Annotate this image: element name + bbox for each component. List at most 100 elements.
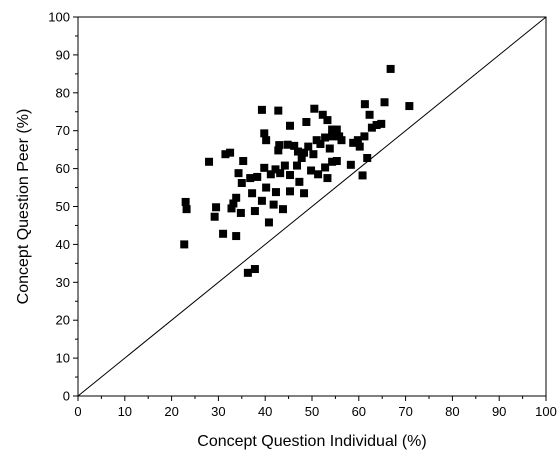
data-point <box>318 110 327 119</box>
data-point <box>232 193 241 202</box>
data-point <box>321 163 330 172</box>
data-point <box>181 197 190 206</box>
data-point <box>386 64 395 73</box>
data-point <box>253 172 262 181</box>
x-axis-title: Concept Question Individual (%) <box>197 433 426 450</box>
data-point <box>286 187 295 196</box>
x-axis-ticks: 0 10 20 30 40 50 60 70 80 90 100 <box>74 396 557 419</box>
reference-line <box>77 16 547 397</box>
data-point <box>237 179 246 188</box>
data-point <box>323 174 332 183</box>
data-point <box>212 203 221 212</box>
y-tick-label: 90 <box>56 47 70 62</box>
data-point <box>274 146 283 155</box>
data-point <box>262 136 271 145</box>
data-point <box>304 142 313 151</box>
data-point <box>257 196 266 205</box>
data-point <box>276 169 285 178</box>
data-point <box>250 265 259 274</box>
data-point <box>232 232 241 241</box>
data-point <box>300 148 309 157</box>
data-point <box>337 136 346 145</box>
data-point <box>180 240 189 249</box>
data-point <box>248 189 257 198</box>
x-tick-label: 30 <box>211 404 225 419</box>
y-tick-label: 60 <box>56 161 70 176</box>
x-tick-label: 70 <box>398 404 412 419</box>
data-point <box>221 150 230 159</box>
y-axis-ticks: 0 10 20 30 40 50 60 70 80 90 100 <box>48 10 78 404</box>
data-point <box>360 100 369 109</box>
data-point <box>271 165 280 174</box>
y-tick-label: 100 <box>48 10 70 25</box>
data-point <box>210 212 219 221</box>
data-point <box>293 147 302 156</box>
data-point <box>380 98 389 107</box>
data-point <box>257 105 266 114</box>
data-point <box>236 208 245 217</box>
data-point <box>280 161 289 170</box>
data-point <box>290 141 299 150</box>
x-tick-label: 50 <box>305 404 319 419</box>
y-tick-label: 80 <box>56 85 70 100</box>
data-point <box>358 171 367 180</box>
data-point <box>323 116 332 125</box>
y-axis-title: Concept Question Peer (%) <box>15 109 32 305</box>
y-tick-label: 10 <box>56 351 70 366</box>
data-point <box>293 161 302 170</box>
data-point <box>182 205 191 214</box>
data-point <box>309 150 318 159</box>
data-point <box>286 171 295 180</box>
data-point <box>269 200 278 209</box>
data-point <box>266 170 275 179</box>
data-point <box>243 268 252 277</box>
data-point <box>328 132 337 141</box>
data-point <box>328 125 337 134</box>
x-tick-label: 40 <box>258 404 272 419</box>
data-point <box>332 157 341 166</box>
data-point <box>302 117 311 126</box>
x-tick-label: 90 <box>492 404 506 419</box>
x-tick-label: 0 <box>74 404 81 419</box>
data-point <box>346 160 355 169</box>
data-point <box>372 121 381 130</box>
data-point <box>234 169 243 178</box>
data-point <box>328 157 337 166</box>
data-point <box>367 123 376 132</box>
x-tick-label: 20 <box>164 404 178 419</box>
data-points <box>180 64 414 277</box>
data-point <box>283 140 292 149</box>
data-point <box>295 177 304 186</box>
data-point <box>239 157 248 166</box>
data-point <box>262 183 271 192</box>
data-point <box>227 204 236 213</box>
data-point <box>229 199 238 208</box>
data-point <box>363 153 372 162</box>
data-point <box>360 132 369 141</box>
y-tick-label: 0 <box>63 389 70 404</box>
y-tick-label: 30 <box>56 275 70 290</box>
data-point <box>377 119 386 128</box>
y-tick-label: 70 <box>56 123 70 138</box>
x-tick-label: 80 <box>445 404 459 419</box>
data-point <box>297 153 306 162</box>
data-point <box>271 188 280 197</box>
data-point <box>314 170 323 179</box>
data-point <box>310 104 319 113</box>
x-tick-label: 10 <box>118 404 132 419</box>
x-tick-label: 60 <box>352 404 366 419</box>
data-point <box>307 166 316 175</box>
y-tick-label: 40 <box>56 237 70 252</box>
data-point <box>275 141 284 150</box>
data-point <box>321 133 330 142</box>
x-tick-label: 100 <box>535 404 557 419</box>
data-point <box>250 207 259 216</box>
data-point <box>278 205 287 214</box>
data-point <box>260 163 269 172</box>
data-point <box>205 157 214 166</box>
data-point <box>355 142 364 151</box>
data-point <box>353 136 362 145</box>
data-point <box>316 139 325 148</box>
data-point <box>332 125 341 134</box>
